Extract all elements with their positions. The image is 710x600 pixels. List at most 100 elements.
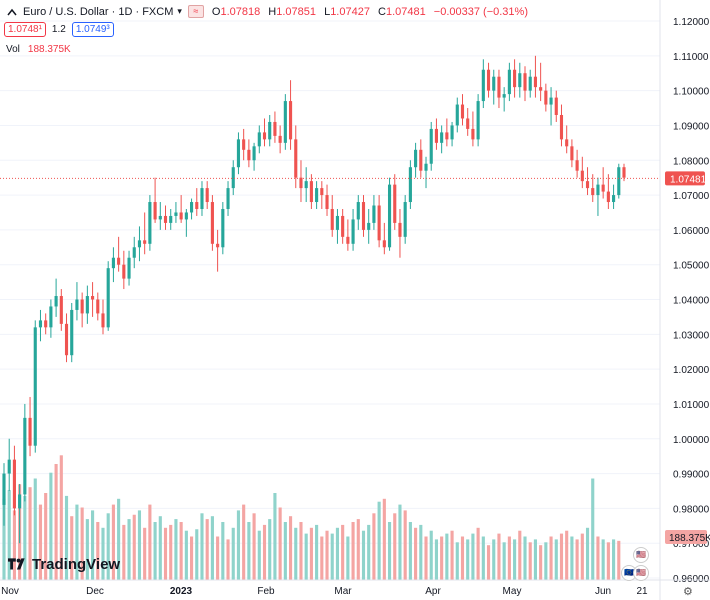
- candle-body: [132, 247, 136, 258]
- volume-bar: [476, 527, 480, 580]
- time-axis[interactable]: Nov Dec 2023 Feb Mar Apr May Jun 21: [0, 579, 710, 597]
- candle-body: [502, 94, 506, 98]
- price-tick-label: 1.06000: [673, 226, 710, 237]
- brand-name: TradingView: [32, 556, 121, 573]
- candle-body: [75, 299, 79, 310]
- volume-bar: [393, 513, 397, 580]
- volume-bar: [460, 536, 465, 580]
- volume-bar: [304, 533, 308, 580]
- volume-bar: [33, 478, 37, 580]
- chevron-down-icon[interactable]: ▾: [177, 6, 182, 16]
- candle-body: [424, 163, 428, 171]
- volume-bar: [601, 539, 605, 580]
- volume-bar: [440, 536, 444, 580]
- candle-body: [174, 212, 178, 216]
- volume-bar: [122, 524, 126, 580]
- volume-bar: [356, 519, 360, 580]
- volume-bar: [210, 516, 214, 580]
- volume-bar: [169, 524, 173, 580]
- ohlc-values: O1.07818 H1.07851 L1.07427 C1.07481 −0.0…: [211, 5, 528, 18]
- time-tick-label: Dec: [86, 586, 104, 597]
- volume-bar: [158, 516, 162, 580]
- volume-bar: [497, 533, 501, 580]
- volume-bar: [205, 519, 209, 580]
- candle-body: [554, 97, 558, 115]
- price-change: −0.00337 (−0.31%): [433, 5, 528, 18]
- candle-body: [518, 73, 522, 88]
- volume-bar: [262, 524, 267, 580]
- candle-body: [434, 128, 438, 143]
- candle-body: [440, 132, 444, 143]
- candle-body: [163, 215, 168, 223]
- volume-bar: [580, 533, 584, 580]
- volume-bar: [585, 527, 590, 580]
- candle-body: [398, 222, 402, 237]
- price-tick-label: 1.09000: [673, 121, 710, 132]
- collapse-chevron-icon[interactable]: [6, 6, 18, 18]
- candle-body: [528, 76, 532, 91]
- volume-bar: [309, 527, 313, 580]
- candle-body: [606, 191, 610, 203]
- candle-body: [580, 170, 584, 182]
- volume-bar: [111, 504, 115, 580]
- volume-bar: [466, 539, 470, 580]
- volume-bar: [64, 495, 69, 580]
- last-price-tag: [665, 171, 705, 186]
- volume-bar: [320, 536, 324, 580]
- volume-bar: [283, 522, 287, 580]
- price-tick-label: 1.07000: [673, 191, 710, 202]
- tradingview-logo-icon: [8, 557, 25, 569]
- volume-bar: [575, 539, 579, 580]
- candle-body: [460, 104, 465, 119]
- volume-bar: [132, 514, 136, 580]
- candle-body: [195, 202, 199, 209]
- candle-body: [262, 132, 267, 140]
- volume-bar: [341, 524, 345, 580]
- volume-value: 188.375K: [27, 44, 71, 55]
- candle-body: [533, 76, 537, 88]
- volume-bar: [257, 530, 261, 580]
- volume-bar: [398, 504, 402, 580]
- candle-body: [283, 101, 287, 143]
- volume-bar: [403, 510, 407, 580]
- us-flag-event-icon[interactable]: 🇺🇸: [633, 547, 649, 563]
- volume-bar: [507, 536, 511, 580]
- candle-body: [127, 257, 131, 279]
- volume-bar: [591, 478, 595, 580]
- candle-body: [471, 128, 475, 140]
- candle-body: [497, 76, 501, 98]
- candle-body: [377, 205, 381, 241]
- buy-button[interactable]: 1.0749³: [71, 22, 114, 37]
- symbol-title[interactable]: Euro / U.S. Dollar · 1D · FXCM: [23, 5, 174, 18]
- time-tick-label: Jun: [595, 586, 611, 597]
- candle-body: [278, 135, 282, 143]
- price-tick-label: 1.00000: [673, 435, 710, 446]
- volume-tag: [665, 530, 707, 544]
- volume-bar: [44, 493, 48, 580]
- candle-body: [481, 69, 485, 102]
- candle-body: [356, 202, 360, 220]
- candle-body: [372, 205, 376, 223]
- volume-bar: [190, 536, 194, 580]
- price-axis[interactable]: 0.960000.970000.980000.990001.000001.010…: [659, 0, 710, 600]
- candle-body: [64, 323, 69, 356]
- us-flag-event-icon-2[interactable]: 🇺🇸: [633, 565, 649, 581]
- volume-bar: [148, 504, 152, 580]
- candle-body: [315, 188, 319, 203]
- volume-bar: [361, 530, 366, 580]
- approx-icon[interactable]: ≈: [187, 5, 204, 18]
- candle-body: [226, 188, 230, 209]
- tradingview-logo[interactable]: TradingView: [8, 556, 120, 573]
- price-tick-label: 1.08000: [673, 156, 710, 167]
- volume-bars: [2, 455, 621, 580]
- volume-bar: [247, 522, 251, 580]
- volume-bar: [117, 498, 121, 580]
- candle-body: [585, 181, 590, 189]
- settings-gear-icon[interactable]: ⚙: [683, 586, 693, 598]
- volume-bar: [49, 472, 53, 580]
- price-tick-label: 1.05000: [673, 261, 710, 272]
- sell-button[interactable]: 1.0748¹: [4, 22, 46, 37]
- volume-bar: [163, 527, 168, 580]
- candle-body: [85, 296, 89, 314]
